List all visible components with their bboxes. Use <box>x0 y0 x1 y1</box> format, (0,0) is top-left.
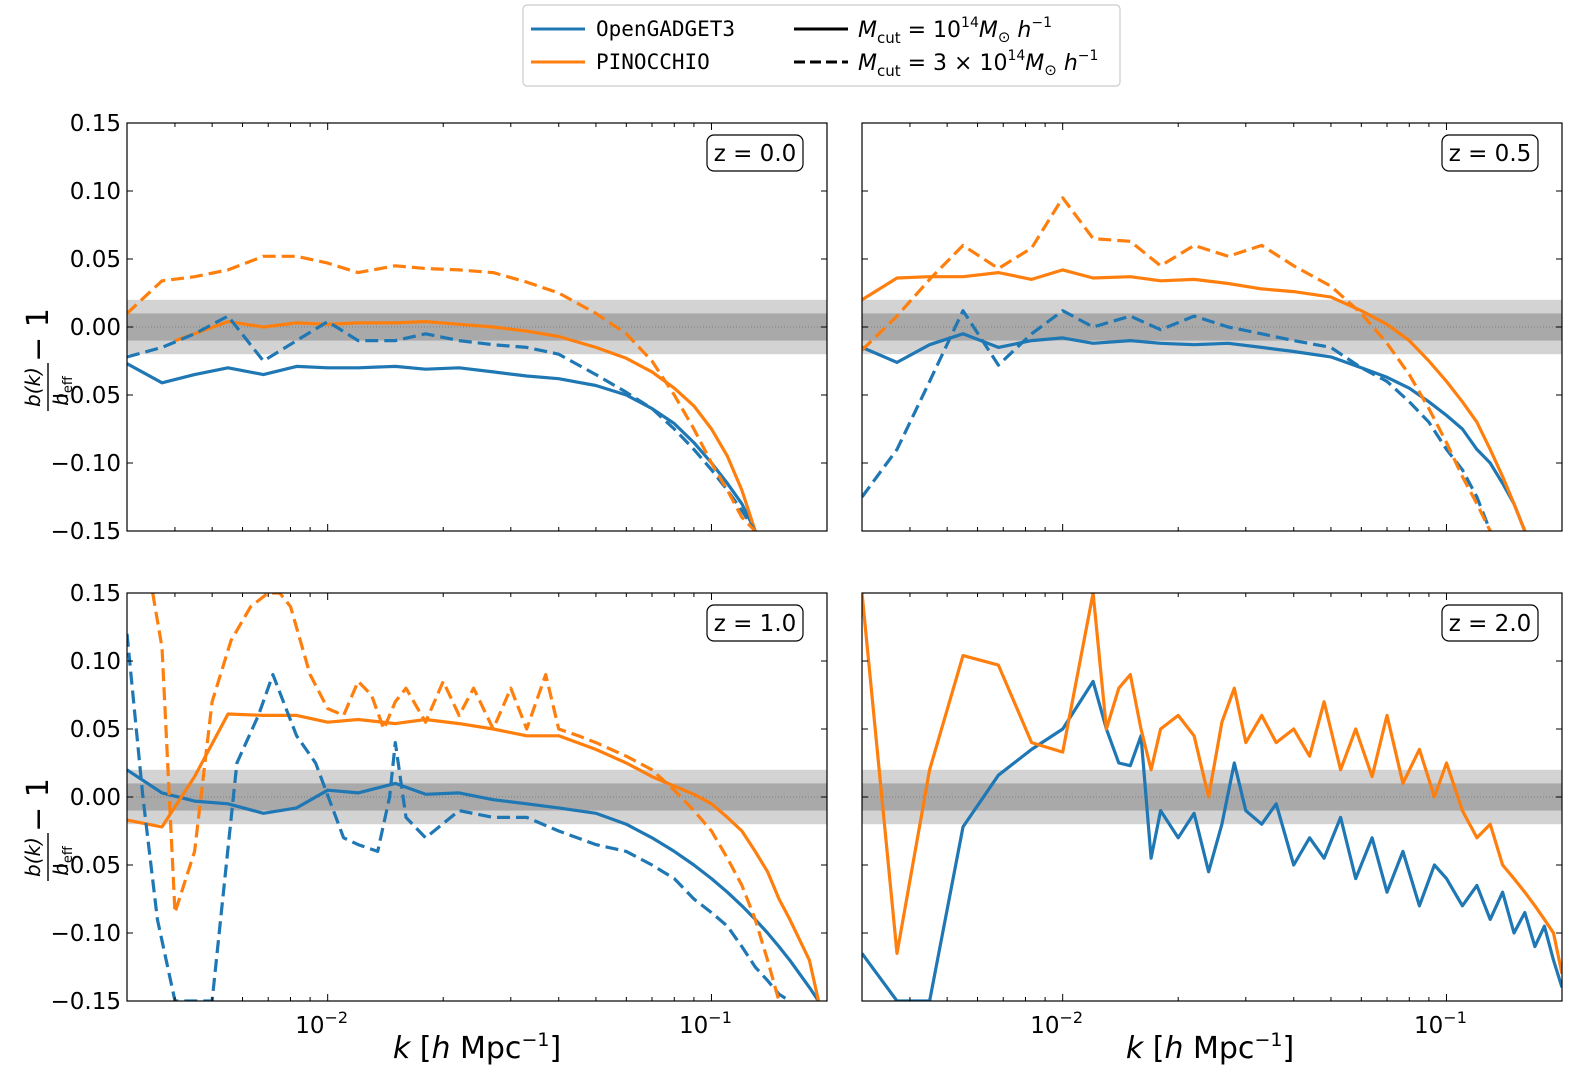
redshift-label: z = 1.0 <box>714 611 797 637</box>
plot-area <box>862 593 1562 1001</box>
y-tick-label: 0.05 <box>70 247 121 273</box>
redshift-label: z = 2.0 <box>1449 611 1532 637</box>
y-tick-label: 0.00 <box>70 785 121 811</box>
series-pinocchio-solid <box>127 712 821 1001</box>
y-label-fraction: b(k) beff <box>21 833 76 881</box>
plot-area <box>862 196 1562 531</box>
svg-text:k [h Mpc−1]: k [h Mpc−1] <box>1126 1029 1294 1066</box>
y-tick-label: 0.00 <box>70 315 121 341</box>
svg-text:k [h Mpc−1]: k [h Mpc−1] <box>393 1029 561 1066</box>
panel-z-0-5: z = 0.5 <box>861 122 1563 532</box>
y-tick-label: −0.05 <box>51 383 121 409</box>
y-label-numerator: b(k) <box>21 367 45 407</box>
series-opengadget3-dashed <box>127 314 757 531</box>
series-opengadget3-solid <box>862 332 1527 531</box>
legend-label-cut-solid: Mcut = 1014M⊙ h−1 <box>858 15 1052 47</box>
svg-text:− 1: − 1 <box>21 778 56 832</box>
y-tick-label: −0.15 <box>51 989 121 1015</box>
y-label-numerator: b(k) <box>21 837 45 877</box>
panel-z-1-0: 0.15 0.10 0.05 0.00 −0.05 −0.10 −0.15 10−2 10−1 z… <box>51 581 828 1039</box>
x-axis-label-left: k [h Mpc−1] <box>393 1029 561 1066</box>
svg-text:− 1: − 1 <box>21 308 56 362</box>
y-tick-label: 0.15 <box>70 581 121 607</box>
plot-area <box>127 593 827 1001</box>
legend-label-pinocchio: PINOCCHIO <box>596 50 710 74</box>
panel-z-2-0: 10−2 10−1 z = 2.0 <box>861 592 1563 1039</box>
y-tick-label: −0.10 <box>51 451 121 477</box>
series-pinocchio-dashed <box>127 254 757 531</box>
series-pinocchio-solid <box>862 268 1527 531</box>
y-axis-label-bottom: − 1 b(k) beff <box>21 778 76 881</box>
series-pinocchio-solid <box>862 593 1562 975</box>
x-tick-label: 10−1 <box>1414 1008 1467 1039</box>
series-pinocchio-dashed <box>862 196 1492 531</box>
x-tick-label: 10−2 <box>295 1008 348 1039</box>
y-tick-label: −0.15 <box>51 519 121 545</box>
y-tick-label: −0.05 <box>51 853 121 879</box>
y-tick-label: 0.05 <box>70 717 121 743</box>
series-opengadget3-dashed <box>862 309 1492 531</box>
x-tick-label: 10−2 <box>1030 1008 1083 1039</box>
legend-frame <box>522 4 1121 87</box>
series-opengadget3-solid <box>862 679 1562 1001</box>
plot-area <box>127 254 827 531</box>
redshift-badge <box>706 604 804 642</box>
series-opengadget3-dashed <box>127 633 791 1001</box>
series-opengadget3-solid <box>127 768 820 1001</box>
series-opengadget3-solid <box>127 362 757 531</box>
x-tick-label: 10−1 <box>679 1008 732 1039</box>
redshift-label: z = 0.0 <box>714 141 797 167</box>
y-tick-label: 0.15 <box>70 111 121 137</box>
x-axis-label-right: k [h Mpc−1] <box>1126 1029 1294 1066</box>
redshift-label: z = 0.5 <box>1449 141 1532 167</box>
y-label-fraction: b(k) beff <box>21 363 76 411</box>
series-pinocchio-dashed <box>151 593 781 1001</box>
redshift-badge <box>1441 134 1539 172</box>
legend-label-cut-dashed: Mcut = 3 × 1014M⊙ h−1 <box>858 48 1098 80</box>
band-1-percent <box>862 313 1562 341</box>
panel-z-0-0: 0.15 0.10 0.05 0.00 −0.05 −0.10 −0.15 z = 0.0 <box>51 111 828 545</box>
y-tick-label: 0.10 <box>70 179 121 205</box>
redshift-badge <box>1441 604 1539 642</box>
legend-label-opengadget3: OpenGADGET3 <box>596 17 735 41</box>
y-tick-label: −0.10 <box>51 921 121 947</box>
legend: OpenGADGET3 PINOCCHIO Mcut = 1014M⊙ h−1 … <box>522 4 1121 87</box>
series-pinocchio-solid <box>174 320 757 531</box>
redshift-badge <box>706 134 804 172</box>
y-tick-label: 0.10 <box>70 649 121 675</box>
y-axis-label-top: − 1 b(k) beff <box>21 308 76 411</box>
